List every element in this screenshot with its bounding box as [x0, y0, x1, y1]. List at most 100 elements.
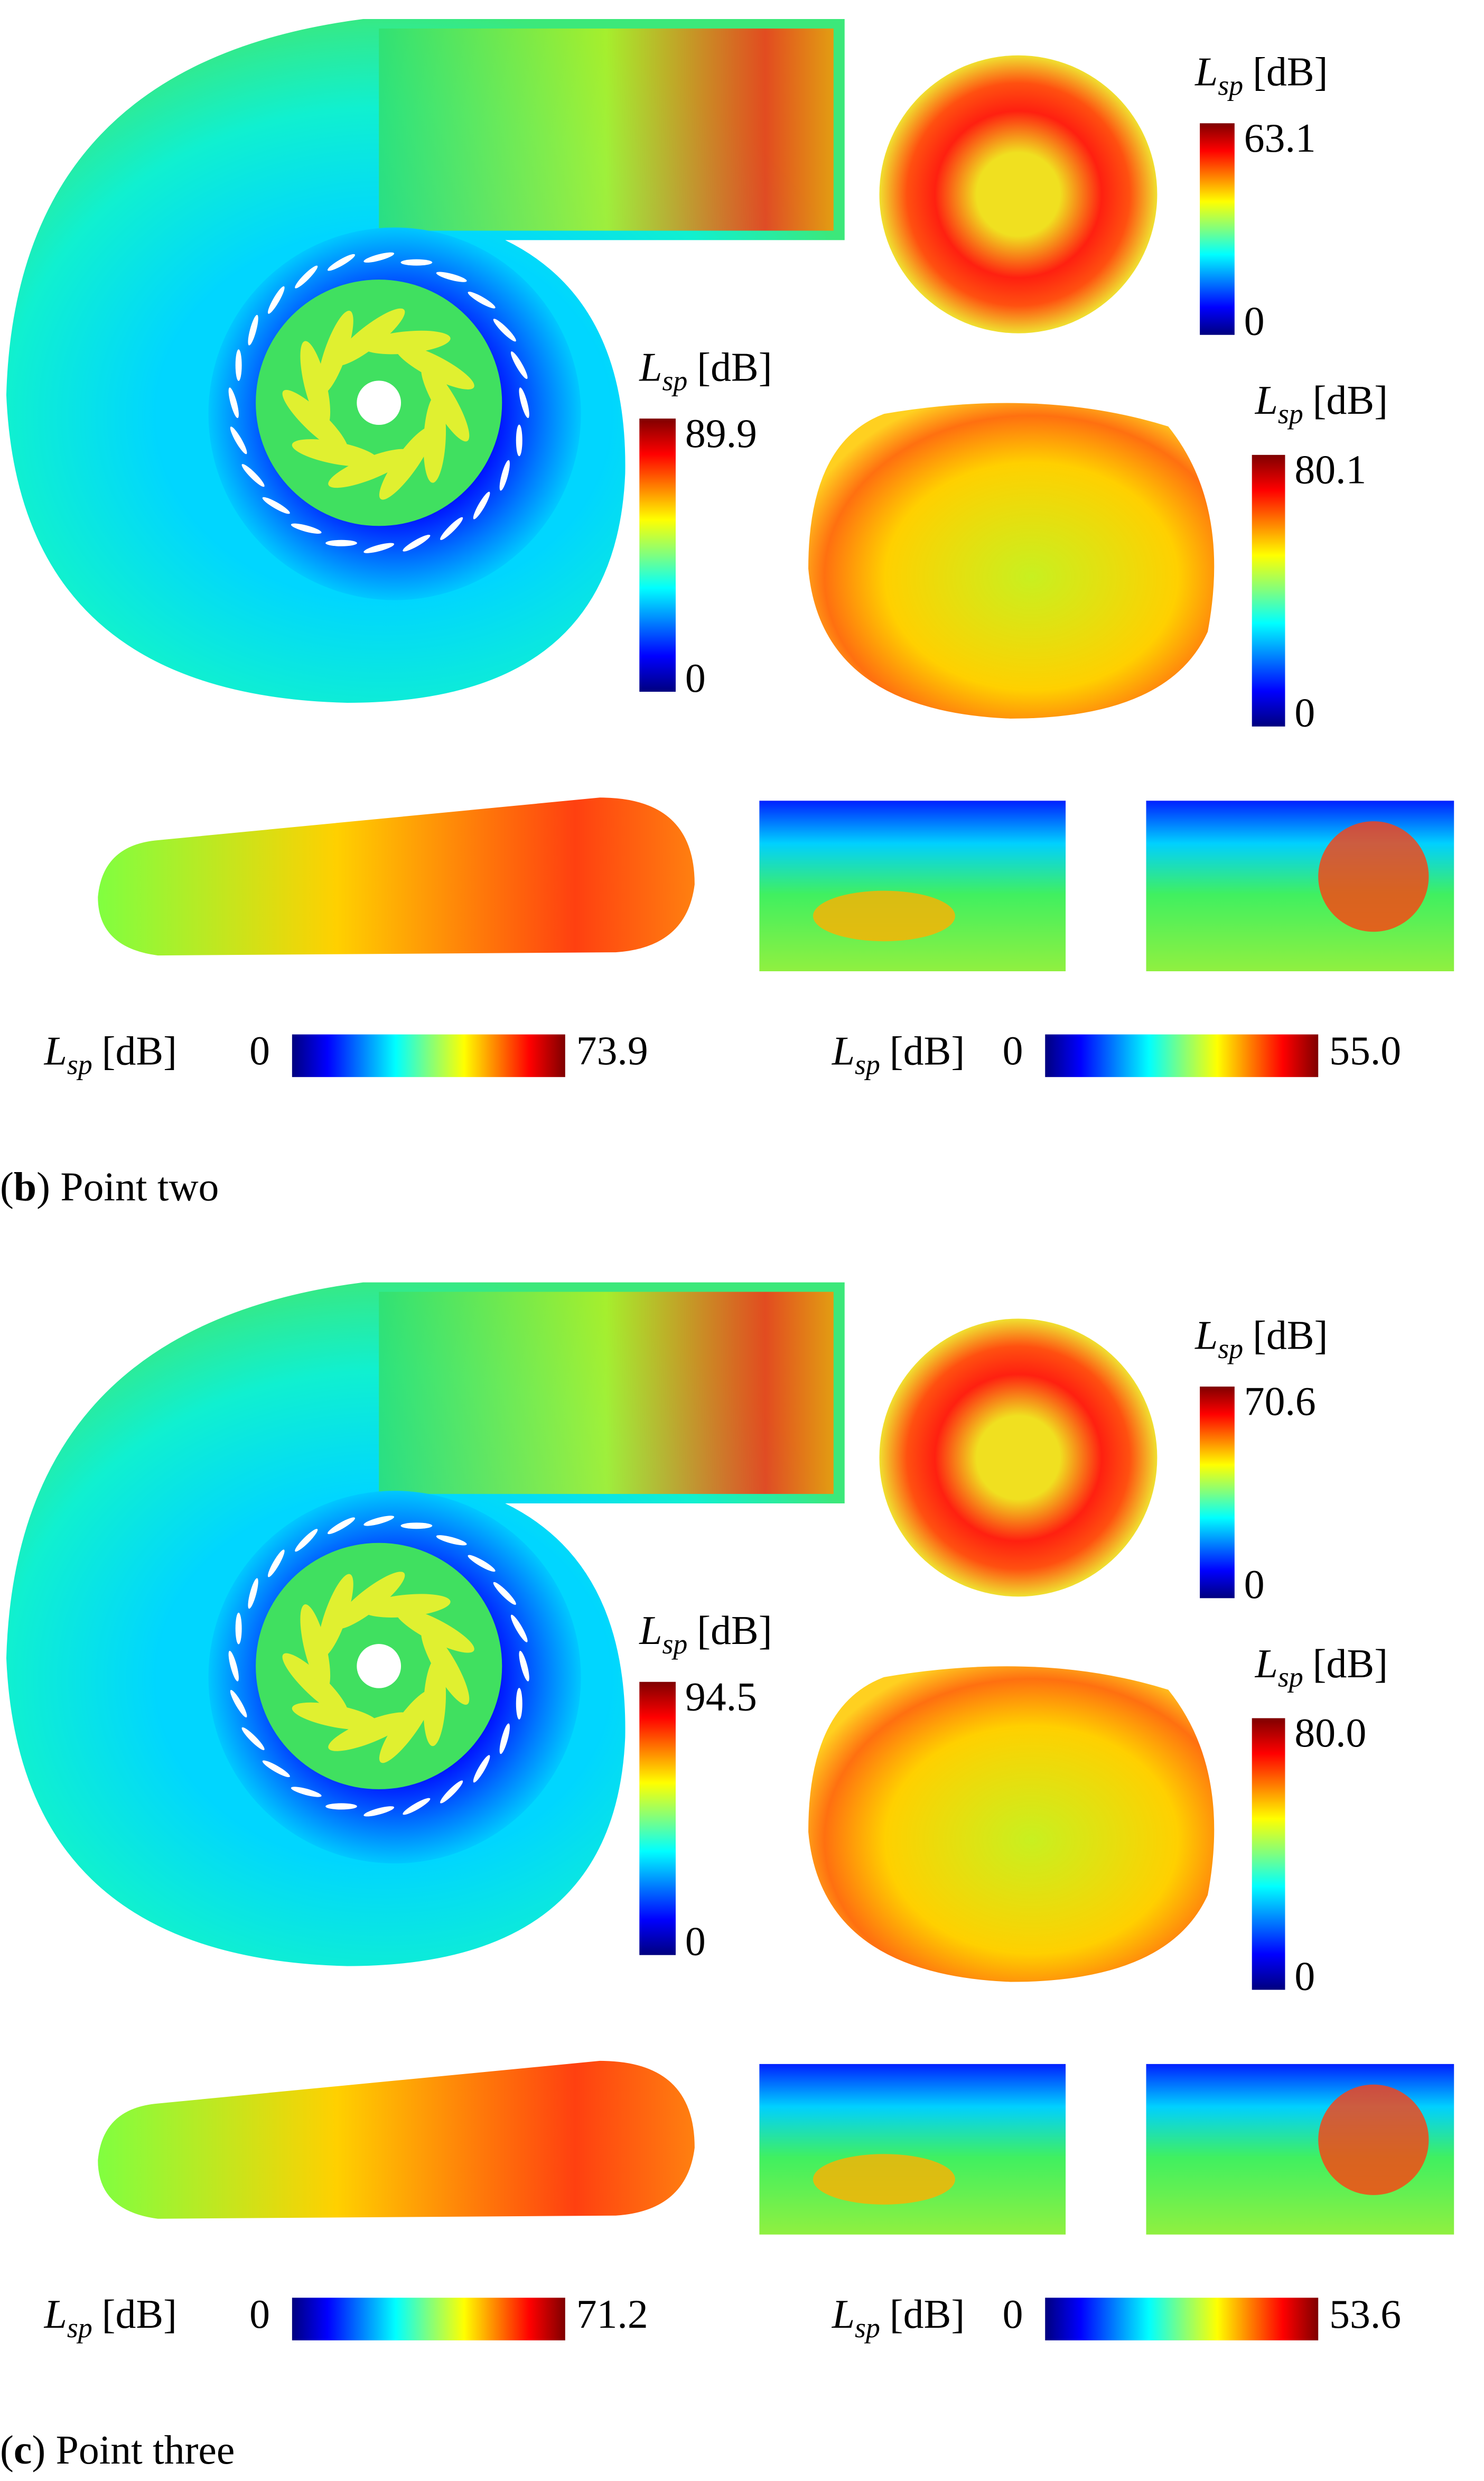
- blade: [379, 1689, 434, 1763]
- colorbar: [292, 1034, 565, 1077]
- box-contour-1: [759, 2064, 1066, 2235]
- guide-vane: [235, 349, 242, 381]
- label-unit: [dB]: [102, 2291, 177, 2337]
- label-unit: [dB]: [697, 344, 772, 389]
- colorbar-max: 94.5: [685, 1674, 757, 1719]
- label-symbol: L: [832, 2291, 855, 2337]
- caption-text: ) Point three: [32, 2427, 235, 2473]
- label-unit: [dB]: [697, 1607, 772, 1653]
- guide-vane: [295, 265, 318, 289]
- section-contour: [808, 1666, 1215, 1982]
- guide-vane: [473, 1755, 490, 1783]
- colorbar-max: 73.9: [576, 1028, 648, 1073]
- box-hotspot-2: [1318, 821, 1429, 932]
- guide-vane: [499, 1723, 510, 1754]
- guide-vane: [295, 1529, 318, 1552]
- colorbar-label: Lsp [dB]: [1194, 49, 1328, 101]
- label-unit: [dB]: [1313, 1641, 1388, 1686]
- colorbar-label: Lsp [dB]: [639, 344, 772, 396]
- colorbar-min: 0: [1003, 1028, 1023, 1073]
- label-symbol: L: [639, 1607, 662, 1653]
- caption-text: ) Point two: [36, 1164, 219, 1209]
- label-unit: [dB]: [1253, 1312, 1328, 1358]
- colorbar-min: 0: [1003, 2291, 1023, 2337]
- blade: [318, 1574, 353, 1658]
- box-hotspot-1: [813, 2154, 955, 2205]
- hub: [357, 380, 402, 425]
- panel: Lsp [dB] 70.6 0 Lsp [dB] 94.5 0 Lsp [dB] 80.0 0 Lsp […: [0, 1282, 1454, 2473]
- tongue-contour: [98, 2060, 695, 2219]
- label-subscript: sp: [1278, 1661, 1303, 1693]
- colorbar-label: Lsp [dB]: [1255, 377, 1388, 430]
- caption-prefix: (: [0, 2427, 14, 2473]
- guide-vane: [241, 1727, 265, 1750]
- blade: [334, 1572, 405, 1629]
- guide-vane: [516, 1688, 522, 1720]
- blade: [423, 1658, 446, 1746]
- colorbar: [1200, 1386, 1235, 1599]
- colorbar: [639, 419, 676, 692]
- label-symbol: L: [1255, 377, 1278, 423]
- guide-vane: [403, 1798, 431, 1815]
- colorbar-max: 55.0: [1329, 1028, 1401, 1073]
- outlet-contour: [379, 1291, 834, 1494]
- colorbar-label: Lsp [dB]: [44, 1028, 177, 1080]
- blade: [362, 330, 451, 355]
- colorbar-label: Lsp [dB]: [832, 1028, 965, 1080]
- colorbar-min: 0: [249, 2291, 270, 2337]
- colorbar-min: 0: [1244, 299, 1265, 344]
- colorbar: [1045, 2298, 1319, 2340]
- blade: [328, 449, 411, 488]
- guide-vane: [248, 1578, 258, 1609]
- blade: [318, 310, 353, 395]
- label-unit: [dB]: [1253, 49, 1328, 94]
- label-subscript: sp: [1218, 70, 1243, 101]
- label-subscript: sp: [67, 1049, 92, 1081]
- caption-prefix: (: [0, 1164, 14, 1209]
- colorbar-max: 53.6: [1329, 2291, 1401, 2337]
- caption: (c) Point three: [0, 2427, 235, 2473]
- colorbar-min: 0: [685, 1919, 706, 1964]
- label-unit: [dB]: [890, 1028, 965, 1073]
- colorbar: [292, 2298, 565, 2340]
- caption: (b) Point two: [0, 1164, 219, 1209]
- guide-vane: [440, 517, 463, 540]
- box-hotspot-2: [1318, 2084, 1429, 2195]
- blade: [421, 364, 470, 442]
- colorbar-max: 63.1: [1244, 115, 1316, 161]
- blade: [362, 1594, 451, 1618]
- guide-vane: [241, 464, 265, 487]
- label-subscript: sp: [855, 2312, 880, 2344]
- guide-vane: [325, 540, 357, 546]
- colorbar-max: 70.6: [1244, 1379, 1316, 1424]
- guide-vane: [436, 272, 467, 282]
- box-hotspot-1: [813, 890, 955, 942]
- blade: [395, 344, 474, 389]
- guide-vane: [510, 351, 528, 379]
- colorbar-label: Lsp [dB]: [1194, 1312, 1328, 1364]
- guide-vane: [440, 1780, 463, 1804]
- guide-vane: [516, 424, 522, 457]
- blade: [292, 1702, 379, 1730]
- guide-vane: [235, 1612, 242, 1644]
- guide-vane: [363, 543, 395, 553]
- blade: [423, 394, 446, 483]
- guide-vane: [468, 291, 496, 309]
- guide-vane: [468, 1555, 496, 1572]
- outlet-contour: [379, 28, 834, 231]
- colorbar-min: 0: [1294, 690, 1315, 736]
- guide-vane: [228, 387, 239, 419]
- guide-vane: [248, 314, 258, 346]
- label-symbol: L: [1194, 1312, 1218, 1358]
- guide-vane: [519, 387, 529, 419]
- blade: [379, 426, 434, 500]
- label-symbol: L: [832, 1028, 855, 1073]
- guide-vane: [363, 1806, 395, 1817]
- caption-letter: c: [14, 2427, 32, 2473]
- colorbar-min: 0: [1294, 1953, 1315, 1999]
- label-subscript: sp: [662, 1628, 687, 1660]
- guide-vane: [267, 1549, 285, 1577]
- blade: [421, 1627, 470, 1705]
- hub: [357, 1644, 402, 1688]
- colorbar-max: 80.0: [1294, 1710, 1366, 1755]
